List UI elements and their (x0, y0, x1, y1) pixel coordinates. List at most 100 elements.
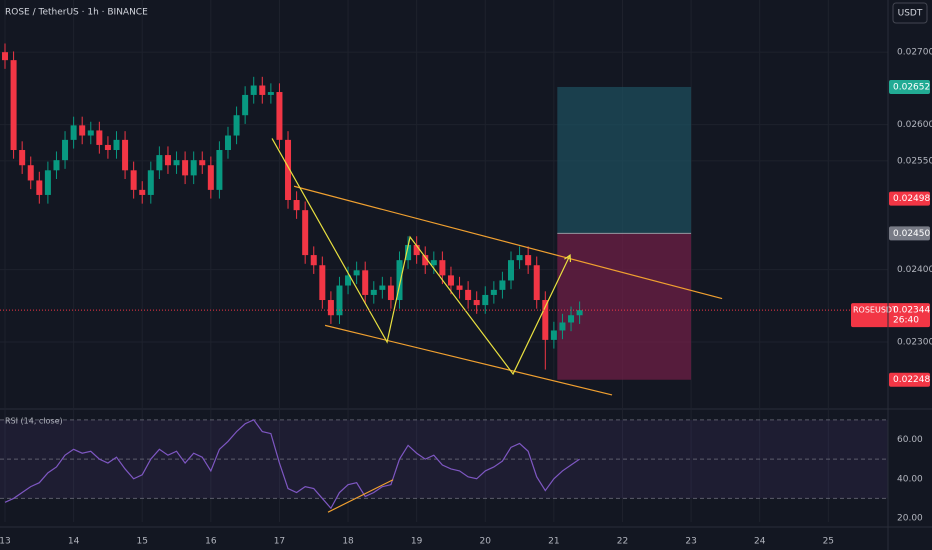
candle-body (310, 255, 317, 266)
candle-body (122, 139, 129, 171)
price-tag-label: 0.02498 (893, 194, 930, 204)
rsi-line (4, 419, 580, 510)
candle-body (576, 310, 583, 316)
trend-line (271, 138, 571, 376)
candle-body (379, 285, 386, 290)
stop-zone (557, 233, 692, 380)
symbol-label: ROSEUSDT (853, 306, 897, 315)
candle-body (182, 160, 189, 176)
candle-body (447, 275, 454, 286)
rsi-tick-label: 40.00 (897, 474, 923, 484)
price-tag-label: 0.02450 (893, 229, 930, 239)
candle-body (533, 265, 540, 301)
candle-body (156, 155, 163, 171)
arrow-head (564, 253, 572, 263)
candle-body (499, 280, 506, 290)
rsi-tick-label: 60.00 (897, 435, 923, 445)
candle-body (542, 300, 549, 340)
last-price-tag (851, 303, 930, 328)
candle-body (70, 125, 77, 140)
x-tick-label: 14 (68, 537, 80, 547)
currency-label[interactable]: USDT (898, 9, 923, 19)
candle-body (62, 139, 69, 161)
candle-body (405, 244, 412, 261)
countdown-label: 26:40 (893, 316, 919, 326)
candle-body (199, 160, 206, 166)
candle-body (507, 260, 514, 281)
candle-body (147, 170, 154, 195)
x-tick-label: 16 (205, 537, 217, 547)
y-tick-label: 0.02700 (897, 48, 932, 58)
candle-body (285, 139, 292, 201)
candle-body (370, 289, 377, 295)
rsi-tick-label: 20.00 (897, 514, 923, 524)
candle-body (396, 260, 403, 301)
candle-body (473, 300, 480, 306)
candle-body (336, 285, 343, 316)
x-tick-label: 15 (136, 537, 147, 547)
price-tag (889, 226, 930, 241)
currency-button[interactable] (892, 2, 928, 24)
x-tick-label: 22 (617, 537, 628, 547)
candle-body (130, 170, 137, 190)
x-tick-label: 13 (0, 537, 11, 547)
x-tick-label: 24 (754, 537, 766, 547)
candle-body (79, 125, 86, 136)
trend-line (324, 324, 613, 396)
candle-body (456, 285, 463, 290)
candle-body (422, 255, 429, 266)
target-zone (557, 86, 692, 234)
candle-body (224, 135, 231, 151)
rsi-pane (0, 410, 888, 522)
candle-body (53, 160, 60, 171)
price-tag (889, 372, 930, 387)
candle-body (207, 165, 214, 190)
candle-body (190, 160, 197, 176)
candle-body (516, 255, 523, 261)
x-tick-label: 21 (548, 537, 559, 547)
candle-body (96, 130, 103, 145)
candle-body (439, 260, 446, 276)
candle-body (319, 265, 326, 301)
candle-body (302, 210, 309, 256)
candle-body (293, 200, 300, 211)
candle-body (19, 150, 26, 166)
candle-body (87, 130, 94, 136)
candle-body (233, 115, 240, 136)
candle-body (27, 165, 34, 181)
y-tick-label: 0.02600 (897, 120, 932, 130)
candle-body (559, 322, 566, 331)
candle-body (362, 270, 369, 295)
x-tick-label: 25 (823, 537, 834, 547)
candle-body (267, 92, 274, 95)
candle-body (2, 52, 9, 61)
y-tick-label: 0.02400 (897, 265, 932, 275)
candle-body (44, 170, 51, 195)
axes: 13 14 15 16 17 18 19 20 21 22 23 24 25 0.02300 0.02400… (0, 48, 932, 547)
candle-body (216, 150, 223, 190)
candle-body (113, 139, 120, 151)
candle-body (525, 255, 532, 266)
candle-body (250, 85, 257, 95)
candle-body (550, 330, 557, 340)
candle-body (345, 275, 352, 286)
last-price-label: 0.02344 (893, 306, 930, 316)
trend-line (293, 185, 723, 300)
candle-body (387, 285, 394, 301)
x-tick-label: 17 (274, 537, 285, 547)
x-tick-label: 20 (480, 537, 492, 547)
candle-body (164, 155, 171, 166)
price-tag-label: 0.02652 (893, 82, 930, 92)
candle-body (139, 189, 146, 195)
y-tick-label: 0.02550 (897, 156, 932, 166)
candle-body (10, 60, 17, 151)
candle-body (353, 270, 360, 276)
y-tick-label: 0.02300 (897, 338, 932, 348)
candle-body (490, 289, 497, 295)
chart-title: ROSE / TetherUS · 1h · BINANCE (5, 8, 148, 18)
price-pane (0, 0, 888, 408)
candle-body (104, 144, 111, 151)
x-tick-label: 23 (685, 537, 696, 547)
